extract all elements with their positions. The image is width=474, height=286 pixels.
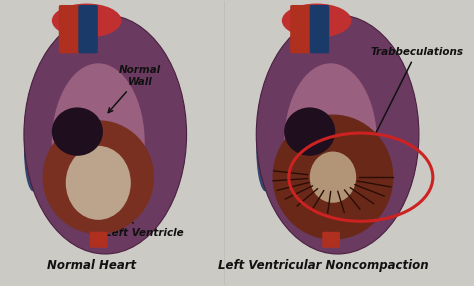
Ellipse shape bbox=[256, 15, 419, 254]
Ellipse shape bbox=[256, 106, 275, 191]
Ellipse shape bbox=[282, 3, 352, 38]
Text: Left Ventricle: Left Ventricle bbox=[104, 198, 184, 238]
Ellipse shape bbox=[66, 146, 131, 220]
Ellipse shape bbox=[384, 106, 402, 191]
FancyBboxPatch shape bbox=[59, 5, 81, 53]
Ellipse shape bbox=[284, 108, 335, 156]
Ellipse shape bbox=[52, 108, 103, 156]
FancyBboxPatch shape bbox=[290, 5, 312, 53]
Ellipse shape bbox=[152, 106, 170, 191]
Text: Trabbeculations: Trabbeculations bbox=[370, 47, 463, 140]
FancyBboxPatch shape bbox=[78, 5, 98, 53]
Text: Left Ventricular Noncompaction: Left Ventricular Noncompaction bbox=[219, 259, 429, 273]
FancyBboxPatch shape bbox=[322, 232, 340, 248]
Text: Normal
Wall: Normal Wall bbox=[108, 65, 161, 113]
FancyBboxPatch shape bbox=[310, 5, 329, 53]
Ellipse shape bbox=[24, 106, 43, 191]
Ellipse shape bbox=[273, 114, 393, 240]
Ellipse shape bbox=[43, 120, 154, 234]
Ellipse shape bbox=[24, 15, 187, 254]
Ellipse shape bbox=[52, 3, 121, 38]
Ellipse shape bbox=[284, 63, 377, 223]
Ellipse shape bbox=[52, 63, 145, 223]
FancyBboxPatch shape bbox=[90, 232, 108, 248]
Text: Normal Heart: Normal Heart bbox=[47, 259, 136, 273]
Ellipse shape bbox=[310, 152, 356, 203]
